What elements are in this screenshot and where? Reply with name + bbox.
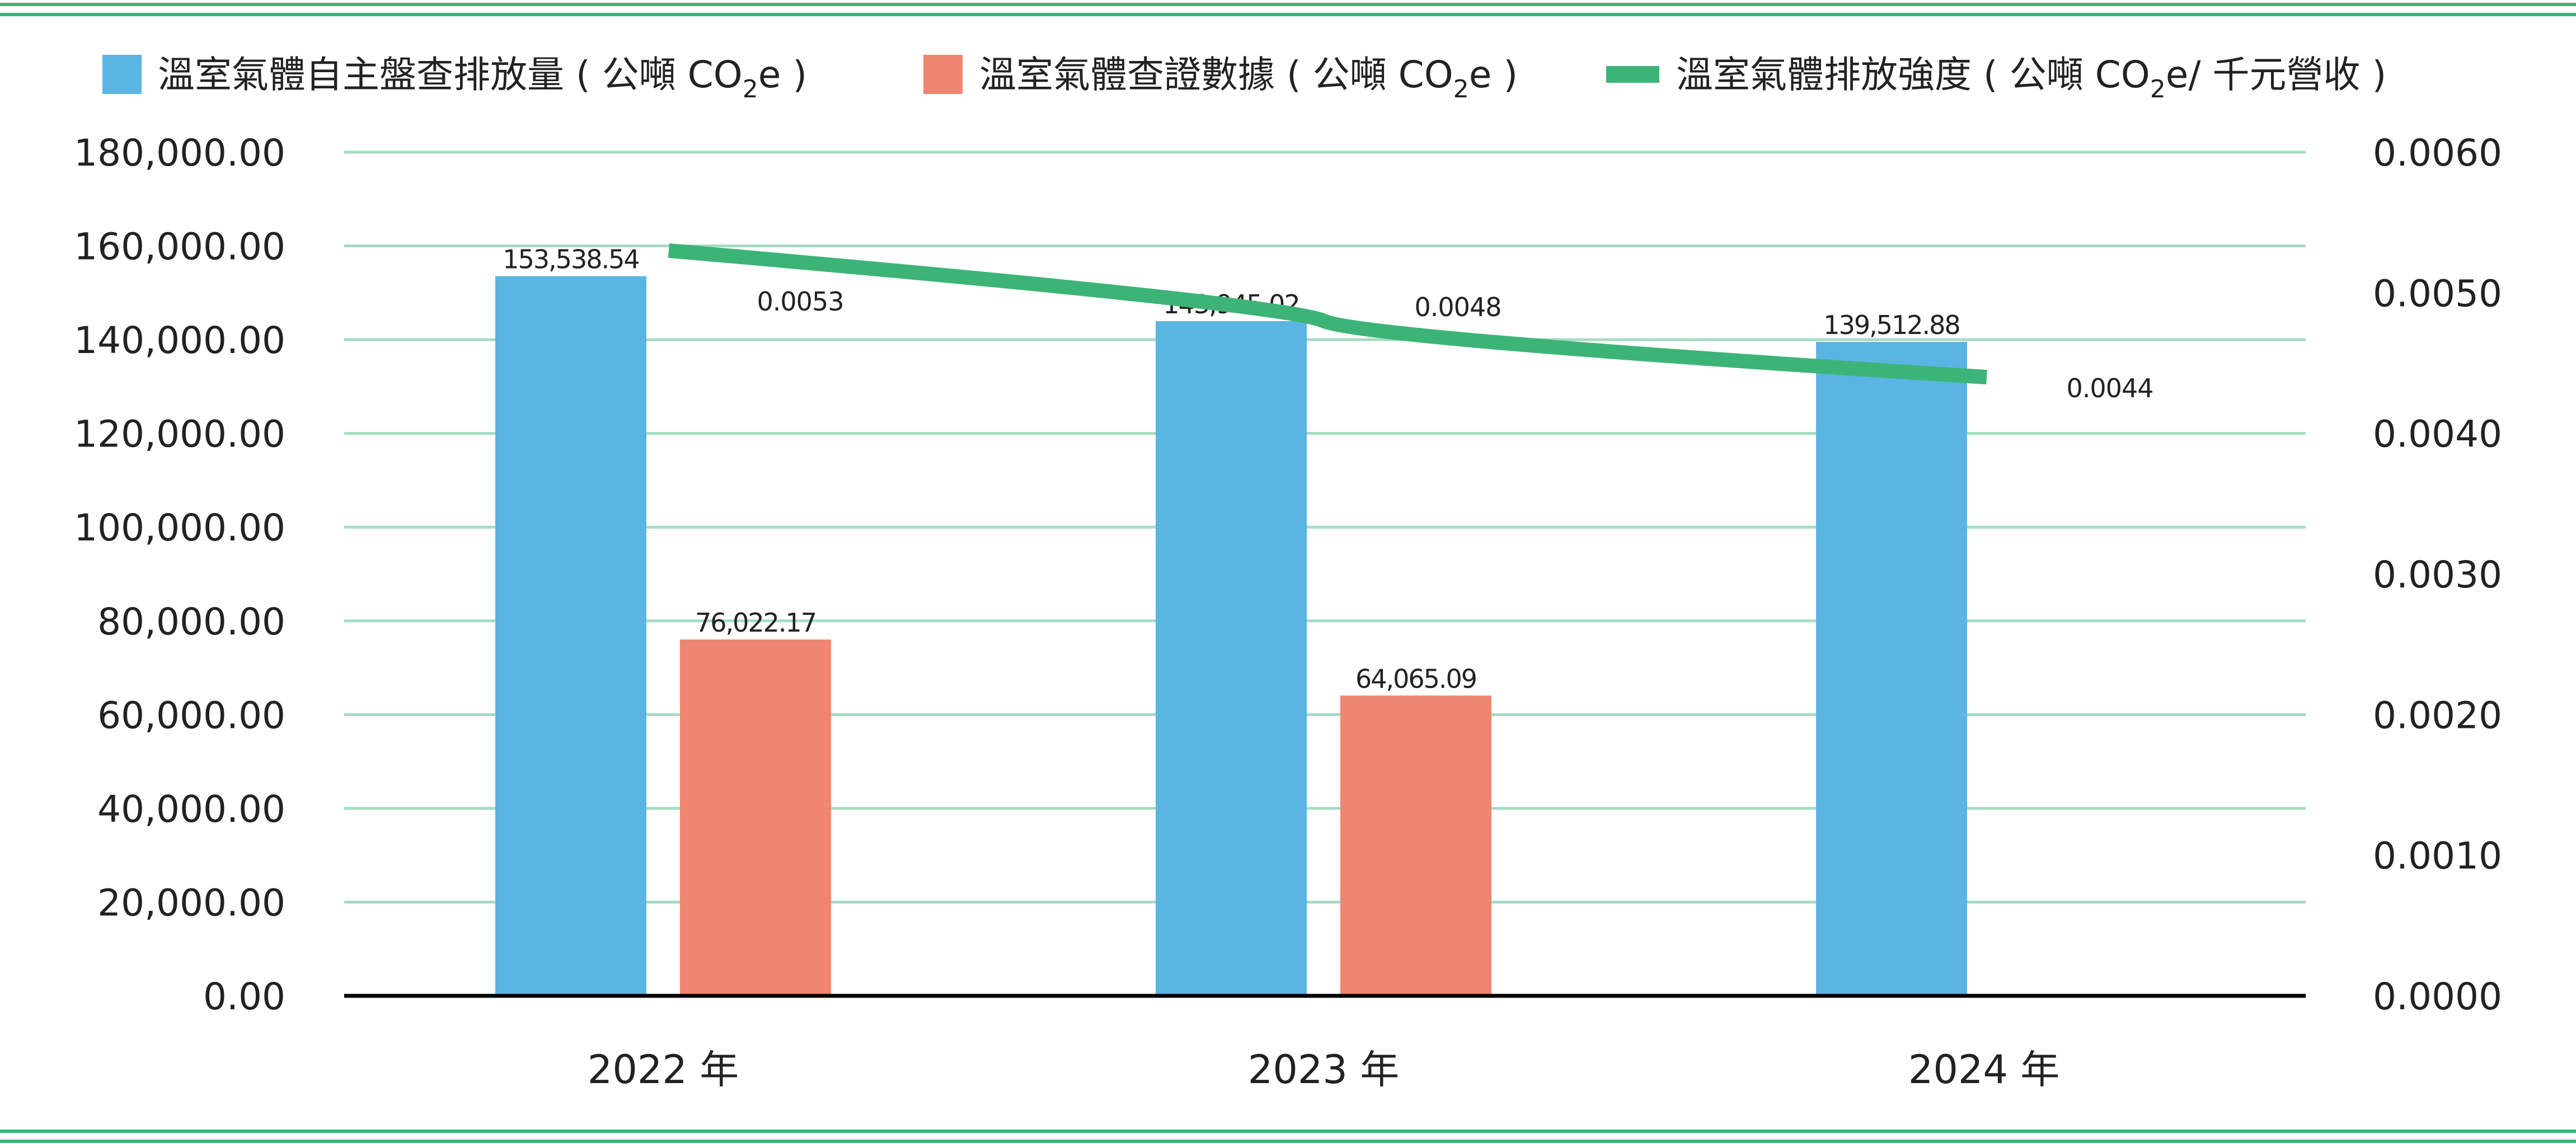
y-left-tick-label: 140,000.00 <box>74 319 285 362</box>
legend-name: 溫室氣體查證數據 <box>979 53 1275 96</box>
legend-unit-suffix: e ) <box>758 53 807 96</box>
bar-verification <box>680 639 831 996</box>
y-right-tick-label: 0.0060 <box>2373 131 2502 175</box>
legend-name: 溫室氣體排放強度 <box>1676 53 1972 96</box>
legend-label-self-inventory: 溫室氣體自主盤查排放量 ( 公噸 CO2e ) <box>158 53 807 103</box>
y-left-tick-label: 120,000.00 <box>74 413 285 456</box>
legend-unit-prefix: ( 公噸 CO <box>564 53 743 96</box>
y-left-tick-label: 0.00 <box>203 975 285 1018</box>
y-left-tick-label: 20,000.00 <box>97 881 285 924</box>
intensity-line <box>668 243 1987 385</box>
data-label-verification: 76,022.17 <box>695 608 816 638</box>
y-left-tick-label: 100,000.00 <box>74 506 285 549</box>
data-label-verification: 64,065.09 <box>1355 664 1476 694</box>
legend-unit-subscript: 2 <box>2150 75 2166 103</box>
data-label-intensity: 0.0048 <box>1415 292 1502 322</box>
bar-self-inventory <box>495 276 646 996</box>
bar-self-inventory <box>1816 342 1967 996</box>
bar-verification <box>1340 695 1491 996</box>
data-label-intensity: 0.0044 <box>2067 373 2153 403</box>
legend-unit-subscript: 2 <box>1453 75 1469 103</box>
y-right-tick-label: 0.0000 <box>2373 975 2502 1018</box>
legend-unit-suffix: e ) <box>1469 53 1518 96</box>
y-left-tick-label: 60,000.00 <box>97 694 285 737</box>
y-right-tick-label: 0.0050 <box>2373 272 2502 315</box>
y-right-tick-label: 0.0040 <box>2373 413 2502 456</box>
legend-swatch-self-inventory <box>102 55 142 94</box>
data-label-self-inventory: 153,538.54 <box>503 244 639 275</box>
y-right-tick-label: 0.0020 <box>2373 694 2502 737</box>
legend-unit-prefix: ( 公噸 CO <box>1972 53 2150 96</box>
x-tick-label: 2023 年 <box>1248 1047 1399 1093</box>
x-tick-label: 2024 年 <box>1908 1047 2059 1093</box>
legend-unit-prefix: ( 公噸 CO <box>1275 53 1453 96</box>
y-right-tick-label: 0.0030 <box>2373 553 2502 596</box>
legend-unit-suffix: e/ 千元營收 ) <box>2166 53 2387 96</box>
legend-name: 溫室氣體自主盤查排放量 <box>158 53 564 96</box>
y-right-tick-label: 0.0010 <box>2373 835 2502 878</box>
x-tick-label: 2022 年 <box>588 1047 739 1093</box>
y-left-tick-label: 40,000.00 <box>97 788 285 831</box>
data-label-intensity: 0.0053 <box>757 286 844 317</box>
legend-label-verification: 溫室氣體查證數據 ( 公噸 CO2e ) <box>979 53 1518 103</box>
legend-unit-subscript: 2 <box>743 75 758 103</box>
y-left-tick-label: 180,000.00 <box>74 131 285 175</box>
legend-swatch-verification <box>923 55 963 94</box>
bar-self-inventory <box>1156 321 1307 996</box>
y-left-tick-label: 160,000.00 <box>74 225 285 269</box>
y-left-tick-label: 80,000.00 <box>97 600 285 643</box>
data-label-self-inventory: 139,512.88 <box>1823 310 1959 340</box>
legend-label-intensity: 溫室氣體排放強度 ( 公噸 CO2e/ 千元營收 ) <box>1676 53 2386 103</box>
